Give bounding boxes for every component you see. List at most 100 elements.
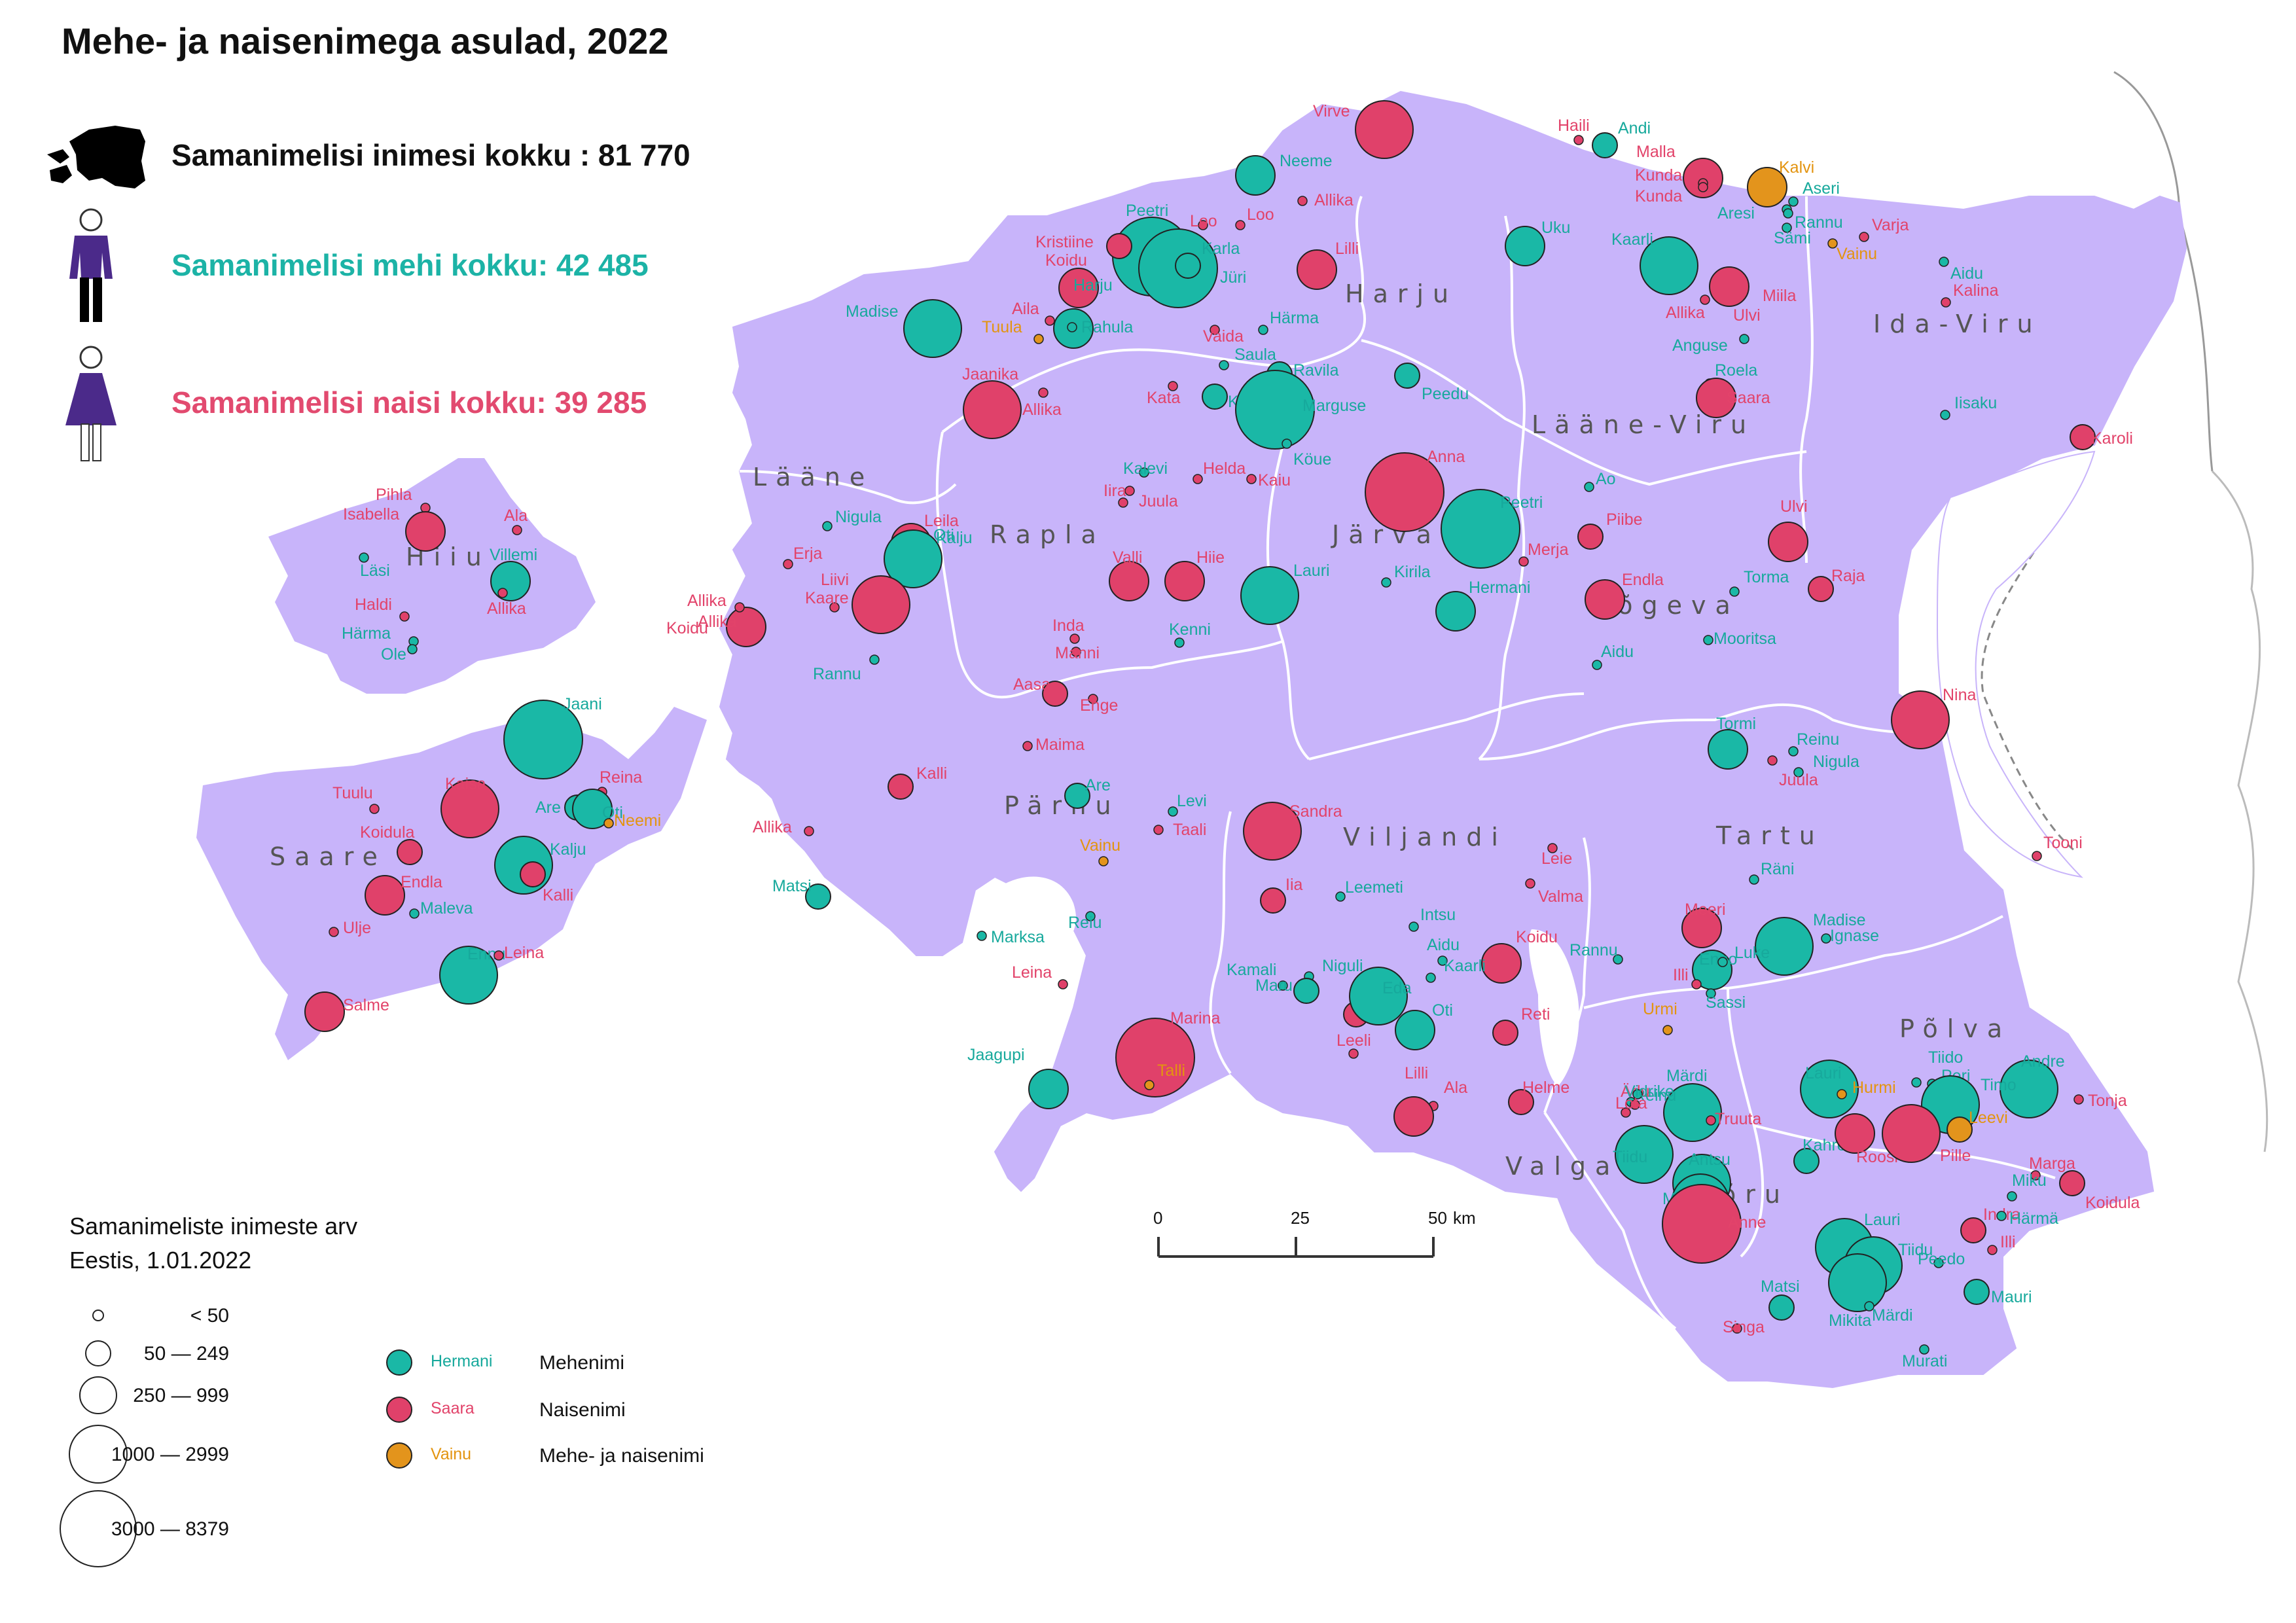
place-label: Kalli xyxy=(916,764,947,783)
place-marker xyxy=(1573,135,1584,145)
place-marker xyxy=(1085,911,1096,921)
place-marker xyxy=(1941,297,1951,308)
place-label: Oti xyxy=(602,804,623,822)
place-label: Rannu xyxy=(1570,941,1618,959)
place-marker xyxy=(405,511,446,552)
place-label: Allika xyxy=(1314,191,1354,209)
place-label: Kamali xyxy=(1227,961,1276,979)
place-label: Oti xyxy=(1432,1001,1453,1020)
place-marker xyxy=(1118,497,1128,508)
place-marker xyxy=(1381,577,1391,588)
place-label: Madise xyxy=(846,302,899,321)
place-label: Andi xyxy=(1618,119,1651,137)
place-label: Kaarli xyxy=(1444,957,1486,975)
place-label: Roela xyxy=(1715,361,1757,380)
place-label: Saara xyxy=(1727,389,1770,407)
place-marker xyxy=(977,931,987,941)
place-label: Iisaku xyxy=(1954,394,1997,412)
place-label: Ala xyxy=(504,507,528,525)
place-marker xyxy=(822,521,833,531)
place-marker xyxy=(1164,561,1205,601)
place-label: Härma xyxy=(342,624,391,643)
place-label: Marina xyxy=(1170,1009,1221,1027)
place-marker xyxy=(1437,955,1448,966)
lake-peipus xyxy=(1936,450,2096,878)
place-label: Peetri xyxy=(1500,493,1543,512)
place-marker xyxy=(1064,783,1090,809)
place-marker xyxy=(1592,660,1602,670)
place-label: Lauri xyxy=(1805,1064,1842,1082)
county-label-viljandi: Viljandi xyxy=(1343,823,1507,851)
place-label: Härma xyxy=(1270,309,1319,327)
place-label: Vainu xyxy=(1080,836,1121,855)
place-label: Tuulu xyxy=(332,784,373,802)
place-marker xyxy=(1067,322,1077,332)
place-label: Hiie xyxy=(1196,548,1225,567)
place-label: Antsu xyxy=(1689,1150,1731,1169)
place-marker xyxy=(1960,1217,1986,1243)
legend-size-circle xyxy=(60,1490,137,1567)
place-label: Anne xyxy=(1728,1213,1766,1232)
place-marker xyxy=(903,299,962,358)
place-label: Leina xyxy=(1012,963,1052,982)
place-marker xyxy=(1793,767,1804,777)
place-marker xyxy=(1640,236,1698,295)
place-label: Miila xyxy=(1763,287,1796,305)
border-outline xyxy=(2211,470,2269,1152)
place-marker xyxy=(1045,315,1055,326)
place-label: Aasa xyxy=(1013,675,1050,694)
place-marker xyxy=(2032,851,2042,861)
place-marker xyxy=(1800,1060,1859,1118)
place-label: Madise xyxy=(1813,911,1866,929)
place-label: Tonja xyxy=(2088,1092,2127,1110)
county-label-valga: Valga xyxy=(1505,1152,1619,1181)
place-label: Kunda xyxy=(1635,166,1682,185)
place-marker xyxy=(1243,802,1302,861)
place-marker xyxy=(1193,474,1203,484)
place-label: Valma xyxy=(1538,887,1583,906)
place-label: Sandra xyxy=(1289,802,1342,821)
place-marker xyxy=(1837,1089,1847,1099)
place-marker xyxy=(1022,741,1033,751)
place-marker xyxy=(1210,325,1220,335)
place-label: Maleva xyxy=(420,899,473,918)
place-marker xyxy=(1058,268,1099,308)
place-marker xyxy=(1408,921,1419,932)
scale-tick-label: 50 xyxy=(1428,1208,1447,1228)
place-label: Allika xyxy=(1666,304,1705,322)
place-marker xyxy=(1297,249,1337,290)
place-label: Tiidu xyxy=(1898,1241,1933,1259)
place-marker xyxy=(1708,729,1748,770)
place-label: Maru xyxy=(1255,976,1293,995)
place-marker xyxy=(734,602,745,613)
place-label: Merja xyxy=(1528,541,1569,559)
county-label-rapla: Rapla xyxy=(990,520,1105,549)
place-label: Ao xyxy=(1596,470,1616,488)
place-marker xyxy=(1662,1025,1673,1035)
place-label: Leemeti xyxy=(1345,878,1403,897)
legend-size-label: 50 — 249 xyxy=(144,1343,229,1364)
place-label: Raja xyxy=(1831,567,1865,585)
place-label: Kalvi xyxy=(1779,158,1814,177)
place-label: Villemi xyxy=(490,546,537,564)
legend-type-sample: Vainu xyxy=(431,1445,471,1463)
place-marker xyxy=(1706,1115,1716,1126)
legend-type-circle xyxy=(386,1349,412,1376)
place-marker xyxy=(1042,681,1068,707)
place-label: Läsi xyxy=(360,562,390,580)
place-marker xyxy=(1615,1125,1674,1184)
place-marker xyxy=(2073,1094,2084,1105)
legend-title-line2: Eestis, 1.01.2022 xyxy=(69,1247,252,1274)
place-marker xyxy=(1783,208,1793,219)
place-label: Jaanika xyxy=(962,365,1018,383)
place-marker xyxy=(1481,943,1522,984)
place-label: Lilli xyxy=(1405,1064,1428,1082)
place-marker xyxy=(503,700,583,779)
place-marker xyxy=(1864,1301,1874,1311)
place-label: Kata xyxy=(1147,389,1181,407)
place-label: Kalina xyxy=(1953,281,1999,300)
place-label: Peedu xyxy=(1422,385,1469,403)
place-label: Lauri xyxy=(1293,562,1330,580)
county-label-pärnu: Pärnu xyxy=(1004,791,1121,820)
